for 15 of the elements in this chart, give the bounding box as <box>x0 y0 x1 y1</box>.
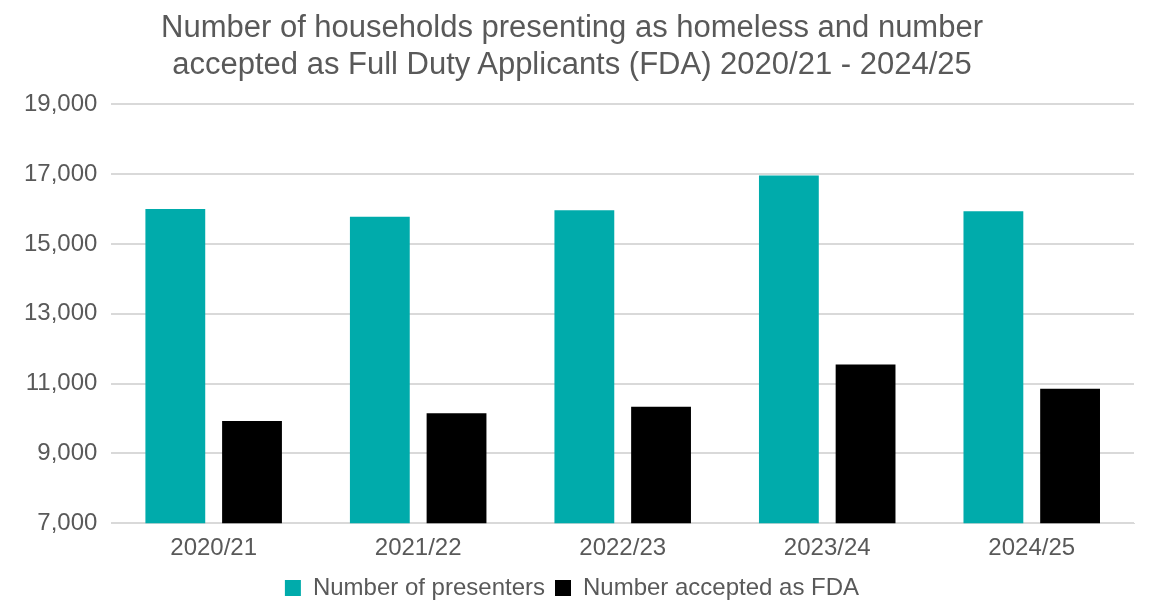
x-tick-label: 2023/24 <box>783 533 871 561</box>
y-tick-label: 7,000 <box>37 507 98 535</box>
y-tick-label: 9,000 <box>37 438 98 466</box>
y-tick-label: 17,000 <box>24 158 98 186</box>
y-tick-label: 13,000 <box>24 298 98 326</box>
legend-label: Number of presenters <box>312 572 545 600</box>
x-tick-label: 2021/22 <box>374 533 462 561</box>
y-tick-label: 15,000 <box>24 228 98 256</box>
x-tick-label: 2022/23 <box>579 533 667 561</box>
y-tick-label: 11,000 <box>25 368 98 396</box>
x-tick-label: 2020/21 <box>170 533 258 561</box>
y-tick-label: 19,000 <box>24 89 98 117</box>
chart-title: Number of households presenting as homeless and number accepted as Full Duty Applicants (FDA) 2020/21 - 2024/25 <box>161 9 983 82</box>
x-tick-label: 2024/25 <box>988 533 1076 561</box>
legend-label: Number accepted as FDA <box>582 572 860 600</box>
